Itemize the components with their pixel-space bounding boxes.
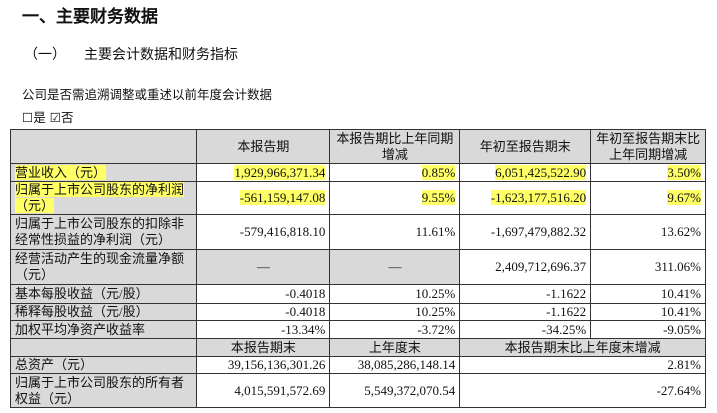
cell-value: 9.67%	[667, 190, 701, 205]
cell-value: -13.34%	[196, 320, 331, 339]
cell-value: -579,416,818.10	[196, 214, 331, 250]
row-label: 归属于上市公司股东的扣除非经常性损益的净利润（元）	[9, 214, 198, 250]
header-current-change: 本报告期比上年同期增减	[329, 129, 461, 164]
cell-value: 38,085,286,148.14	[329, 356, 461, 374]
subsection-title: （一） 主要会计数据和财务指标	[24, 44, 238, 64]
cell-value: -0.4018	[196, 284, 331, 304]
cell-value: 9.55%	[421, 190, 456, 205]
checkbox-checked-icon[interactable]: ☑	[49, 110, 61, 125]
cell-value: -1.1622	[459, 303, 592, 321]
table-row: 归属于上市公司股东的扣除非经常性损益的净利润（元） -579,416,818.1…	[9, 214, 706, 250]
subsection-number: （一）	[24, 47, 66, 63]
cell-value: 0.85%	[421, 164, 456, 180]
header-ytd: 年初至报告期末	[459, 129, 592, 164]
financial-data-table: 本报告期 本报告期比上年同期增减 年初至报告期末 年初至报告期末比上年同期增减 …	[9, 129, 706, 408]
header-period-end-change: 本报告期末比上年度末增减	[459, 338, 706, 357]
row-label: 归属于上市公司股东的所有者权益（元）	[9, 373, 198, 408]
cell-value: —	[196, 249, 331, 285]
cell-value: -0.4018	[196, 303, 331, 321]
cell-value: 311.06%	[590, 249, 706, 285]
table-row: 归属于上市公司股东的净利润（元） -561,159,147.08 9.55% -…	[9, 181, 706, 215]
header-blank	[9, 129, 198, 164]
cell-value: -3.72%	[329, 320, 461, 339]
cell-value: 6,051,425,522.90	[495, 164, 587, 180]
cell-value: 3.50%	[667, 164, 701, 180]
header-ytd-change: 年初至报告期末比上年同期增减	[590, 129, 706, 164]
table-row: 总资产（元） 39,156,136,301.26 38,085,286,148.…	[9, 356, 706, 374]
cell-value: -1,623,177,516.20	[490, 190, 587, 205]
row-label: 稀释每股收益（元/股）	[9, 303, 198, 321]
table-row: 加权平均净资产收益率 -13.34% -3.72% -34.25% -9.05%	[9, 320, 706, 339]
table-row: 经营活动产生的现金流量净额（元） — — 2,409,712,696.37 31…	[9, 249, 706, 285]
cell-value: 39,156,136,301.26	[196, 356, 331, 374]
cell-value: 2.81%	[459, 356, 706, 374]
section-title: 一、主要财务数据	[22, 7, 158, 27]
restatement-question: 公司是否需追溯调整或重述以前年度会计数据	[22, 87, 273, 102]
cell-value: -9.05%	[590, 320, 706, 339]
cell-value: -27.64%	[459, 373, 706, 408]
row-label: 总资产（元）	[9, 356, 198, 374]
cell-value: 4,015,591,572.69	[196, 373, 331, 408]
cell-value: 2,409,712,696.37	[459, 249, 592, 285]
table-row: 稀释每股收益（元/股） -0.4018 10.25% -1.1622 10.41…	[9, 303, 706, 321]
checkbox-unchecked-icon[interactable]: ☐	[22, 110, 34, 125]
header-prior-year-end: 上年度末	[329, 338, 461, 357]
row-label: 归属于上市公司股东的净利润（元）	[15, 182, 185, 213]
option-no: 否	[60, 110, 74, 125]
subsection-text: 主要会计数据和财务指标	[84, 47, 238, 63]
table-row: 营业收入（元） 1,929,966,371.34 0.85% 6,051,425…	[9, 163, 706, 182]
restatement-options: ☐是 ☑否	[22, 107, 73, 126]
cell-value: 10.25%	[329, 284, 461, 304]
header-period-end: 本报告期末	[196, 338, 331, 357]
row-label: 经营活动产生的现金流量净额（元）	[9, 249, 198, 285]
cell-value: 11.61%	[329, 214, 461, 250]
cell-value: -561,159,147.08	[239, 190, 326, 205]
cell-value: 5,549,372,070.54	[329, 373, 461, 408]
cell-value: -1,697,479,882.32	[459, 214, 592, 250]
table-row: 归属于上市公司股东的所有者权益（元） 4,015,591,572.69 5,54…	[9, 373, 706, 408]
cell-value: 10.41%	[590, 303, 706, 321]
cell-value: 10.25%	[329, 303, 461, 321]
cell-value: 1,929,966,371.34	[234, 164, 326, 180]
cell-value: 13.62%	[590, 214, 706, 250]
row-label: 营业收入（元）	[15, 164, 107, 180]
table-row: 基本每股收益（元/股） -0.4018 10.25% -1.1622 10.41…	[9, 284, 706, 304]
row-label: 基本每股收益（元/股）	[9, 284, 198, 304]
cell-value: -34.25%	[459, 320, 592, 339]
header-current-period: 本报告期	[196, 129, 331, 164]
cell-value: —	[329, 249, 461, 285]
cell-value: -1.1622	[459, 284, 592, 304]
cell-value: 10.41%	[590, 284, 706, 304]
header2-blank	[9, 338, 198, 357]
row-label: 加权平均净资产收益率	[9, 320, 198, 339]
option-yes: 是	[33, 110, 46, 125]
